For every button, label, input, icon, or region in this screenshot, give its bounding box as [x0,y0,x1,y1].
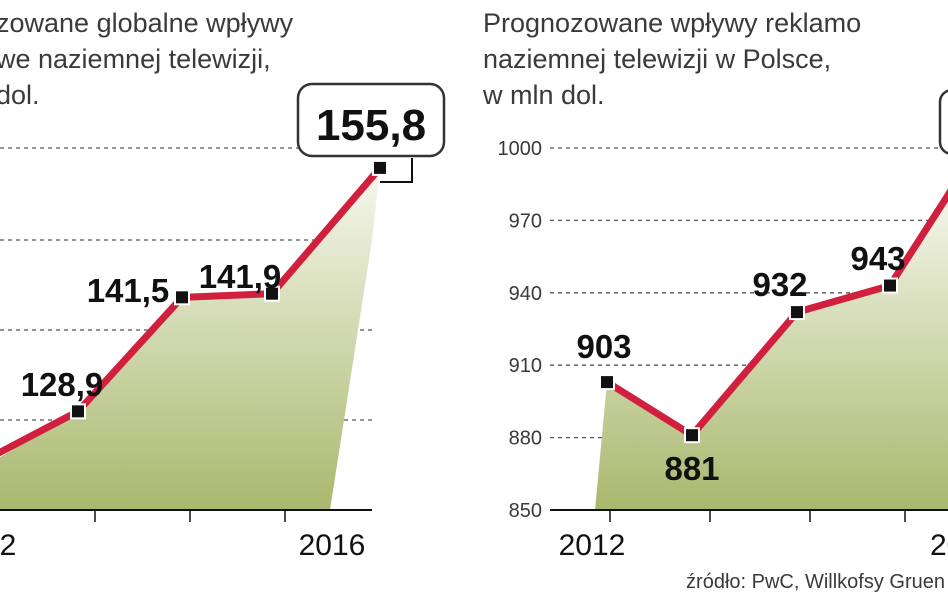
right-y-tick-label: 970 [509,210,542,232]
left-title-line-2: we naziemnej telewizji, [0,44,271,74]
right-x-tick-label: 20 [930,529,948,562]
right-data-label: 943 [850,240,905,277]
right-chart: Prognozowane wpływy reklamo naziemnej te… [482,8,948,562]
left-data-label: 141,9 [199,258,282,295]
right-data-label: 932 [752,266,807,303]
right-y-tick-label: 910 [509,355,542,377]
right-point-marker [685,428,699,442]
left-title-line-1: zowane globalne wpływy [0,8,294,38]
left-x-tick-label: 2016 [299,529,366,562]
right-title-line-1: Prognozowane wpływy reklamo [483,8,861,38]
right-plot-area: 850 880 910 940 970 1000 903 881 932 943 2012 20 [498,90,948,562]
left-data-label: 128,9 [21,366,104,403]
left-x-tick-label: 2 [0,529,16,562]
left-data-label: 141,5 [87,272,170,309]
right-y-tick-label: 1000 [498,138,543,160]
left-title-line-3: dol. [0,80,40,110]
left-area [0,168,380,510]
right-title-line-2: naziemnej telewizji w Polsce, [483,44,831,74]
left-point-marker [175,290,189,304]
right-data-label: 881 [664,450,719,487]
left-point-marker [373,161,387,175]
right-point-marker [790,305,804,319]
right-data-label: 903 [576,328,631,365]
right-y-tick-label: 940 [509,283,542,305]
left-plot-area: 128,9 141,5 141,9 155,8 2 2016 [0,84,444,562]
left-callout-label: 155,8 [316,101,426,150]
right-callout-box [940,90,948,154]
right-point-marker [883,279,897,293]
right-x-tick-label: 2012 [559,529,626,562]
left-chart: zowane globalne wpływy we naziemnej tele… [0,8,444,562]
left-point-marker [71,404,85,418]
right-title-line-3: w mln dol. [482,80,605,110]
right-y-tick-label: 850 [509,500,542,522]
source-note: źródło: PwC, Willkofsy Gruen [686,571,945,593]
right-y-tick-label: 880 [509,428,542,450]
right-point-marker [600,375,614,389]
